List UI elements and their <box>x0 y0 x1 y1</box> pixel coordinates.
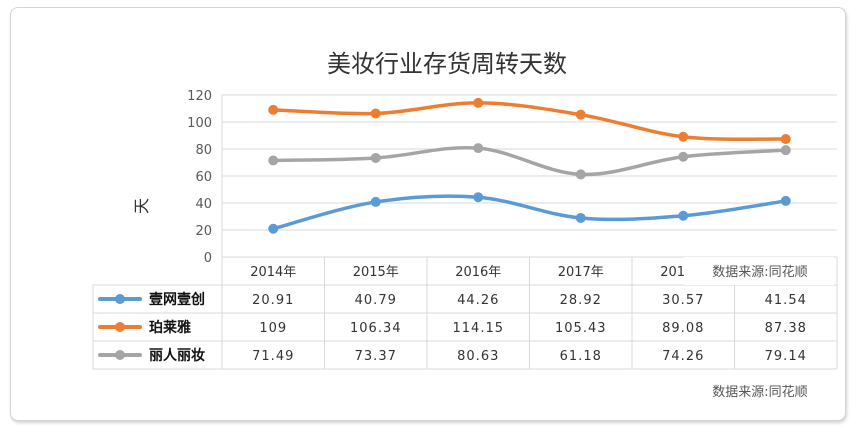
table-cell: 89.08 <box>662 321 704 336</box>
data-point <box>780 145 791 156</box>
source-overlay-bg <box>684 257 834 285</box>
table-cell: 74.26 <box>662 349 704 364</box>
category-label: 2016年 <box>455 265 501 280</box>
category-label: 2015年 <box>353 265 399 280</box>
series-lines <box>268 97 791 234</box>
data-point <box>575 169 586 180</box>
series-name: 壹网壹创 <box>149 291 205 308</box>
data-point <box>678 210 689 221</box>
y-axis-ticks: 0 20 40 60 80 100 120 <box>187 89 212 266</box>
legend-marker <box>115 350 125 360</box>
source-note-footer: 数据来源:同花顺 <box>712 384 807 400</box>
y-tick-label: 20 <box>195 224 212 239</box>
series-name: 丽人丽妆 <box>149 347 205 364</box>
table-cell: 41.54 <box>765 293 807 308</box>
source-note-overlay: 数据来源:同花顺 <box>712 264 807 280</box>
chart-title: 美妆行业存货周转天数 <box>327 50 567 78</box>
y-tick-label: 120 <box>187 89 212 104</box>
data-point <box>370 152 381 163</box>
series-line <box>271 194 788 231</box>
table-cell: 30.57 <box>662 293 704 308</box>
data-point <box>473 192 484 203</box>
category-label: 2014年 <box>250 265 296 280</box>
series-line <box>271 101 788 142</box>
table-cell: 80.63 <box>457 349 499 364</box>
y-axis-label: 天 <box>132 198 151 214</box>
data-point <box>575 212 586 223</box>
table-cell: 79.14 <box>765 349 807 364</box>
data-point <box>678 131 689 142</box>
legend-marker <box>115 294 125 304</box>
table-cell: 44.26 <box>457 293 499 308</box>
table-cell: 40.79 <box>355 293 397 308</box>
table-cell: 106.34 <box>350 321 402 336</box>
gridlines <box>222 94 837 258</box>
table-cell: 28.92 <box>560 293 602 308</box>
data-point <box>268 104 279 115</box>
data-table: 2014年2015年2016年2017年2018年2019年壹网壹创20.914… <box>92 95 838 370</box>
series-line <box>271 145 788 177</box>
data-point <box>370 108 381 119</box>
data-point <box>575 109 586 120</box>
data-point <box>678 151 689 162</box>
data-point <box>473 97 484 108</box>
series-name: 珀莱雅 <box>149 319 191 336</box>
data-point <box>370 196 381 207</box>
y-tick-label: 0 <box>204 251 212 266</box>
y-tick-label: 80 <box>195 143 212 158</box>
data-point <box>268 223 279 234</box>
data-point <box>780 195 791 206</box>
table-cell: 61.18 <box>560 349 602 364</box>
y-tick-label: 40 <box>195 197 212 212</box>
table-cell: 87.38 <box>765 321 807 336</box>
data-point <box>780 134 791 145</box>
category-label: 2017年 <box>558 265 604 280</box>
table-cell: 105.43 <box>555 321 607 336</box>
y-tick-label: 100 <box>187 116 212 131</box>
data-point <box>268 155 279 166</box>
table-cell: 109 <box>259 321 287 336</box>
data-point <box>473 143 484 154</box>
table-cell: 114.15 <box>453 321 505 336</box>
table-cell: 73.37 <box>355 349 397 364</box>
table-cell: 71.49 <box>252 349 294 364</box>
table-cell: 20.91 <box>252 293 294 308</box>
y-tick-label: 60 <box>195 170 212 185</box>
legend-marker <box>115 322 125 332</box>
